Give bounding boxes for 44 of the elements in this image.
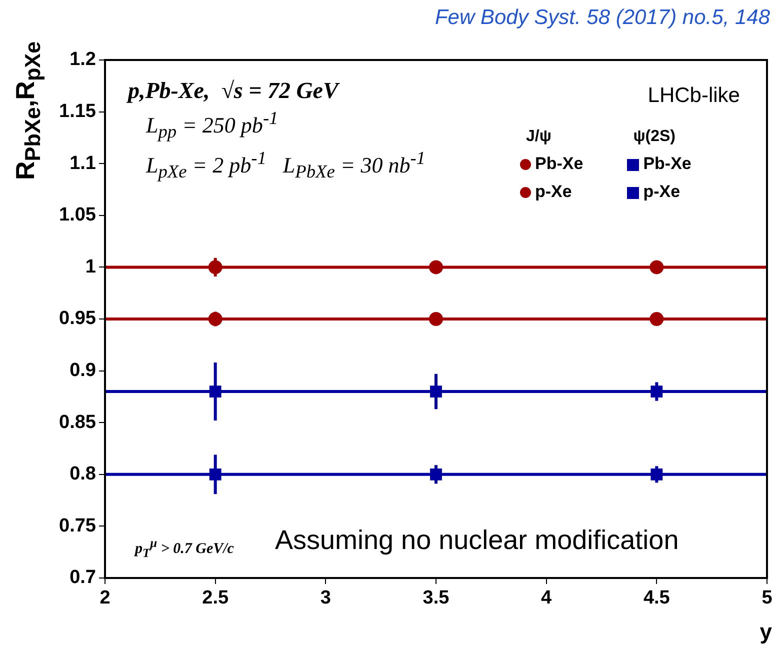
y-tick-label: 1.05 [59, 204, 96, 226]
annotation: J/ψ [526, 128, 552, 146]
y-tick-label: 1.2 [70, 49, 96, 70]
point [208, 260, 222, 274]
annotation: L$_{pXe}$ = 2 pb$^{-1}$ L$_{PbXe}$ = 30 nb$^{-1}$ [146, 148, 426, 183]
x-axis-title: y [760, 619, 772, 645]
point [650, 312, 664, 326]
y-tick-label: 1 [85, 256, 96, 278]
point [430, 468, 442, 480]
x-tick-label: 3.5 [422, 588, 450, 609]
point [430, 386, 442, 398]
annotation: ψ(2S) [633, 128, 676, 146]
legend-label: Pb-Xe [643, 154, 692, 173]
x-tick-label: 2 [100, 588, 110, 609]
legend-label: p-Xe [535, 182, 572, 201]
annotation: p,Pb-Xe, √s = 72 GeV [128, 78, 338, 104]
point [208, 312, 222, 326]
x-tick-label: 3 [320, 588, 331, 609]
point [209, 386, 222, 398]
y-tick-label: 0.7 [70, 567, 96, 588]
point [429, 312, 443, 326]
point [209, 468, 222, 480]
y-tick-label: 1.15 [59, 101, 96, 122]
chart-title: Few Body Syst. 58 (2017) no.5, 148 [434, 6, 770, 30]
y-tick-label: 0.9 [70, 360, 96, 382]
point [650, 468, 663, 480]
y-tick-label: 0.75 [59, 515, 96, 536]
x-tick-label: 4.5 [643, 588, 670, 609]
annotation: p$_{T}$$^{μ}$ > 0.7 GeV/c [135, 536, 234, 561]
y-tick-label: 0.95 [59, 308, 96, 330]
legend-label: p-Xe [643, 182, 680, 201]
annotation: L$_{pp}$ = 250 pb$^{-1}$ [146, 108, 278, 143]
legend-label: Pb-Xe [535, 154, 584, 173]
point [429, 260, 443, 274]
point [650, 386, 663, 398]
annotation: LHCb-like [648, 84, 740, 108]
y-tick-label: 0.8 [70, 464, 96, 485]
annotation: Assuming no nuclear modification [275, 525, 679, 556]
y-tick-label: 1.1 [70, 152, 96, 174]
x-tick-label: 2.5 [202, 588, 229, 609]
x-tick-label: 4 [541, 588, 552, 609]
x-tick-label: 5 [762, 588, 773, 609]
y-tick-label: 0.85 [59, 412, 96, 433]
point [650, 260, 664, 274]
